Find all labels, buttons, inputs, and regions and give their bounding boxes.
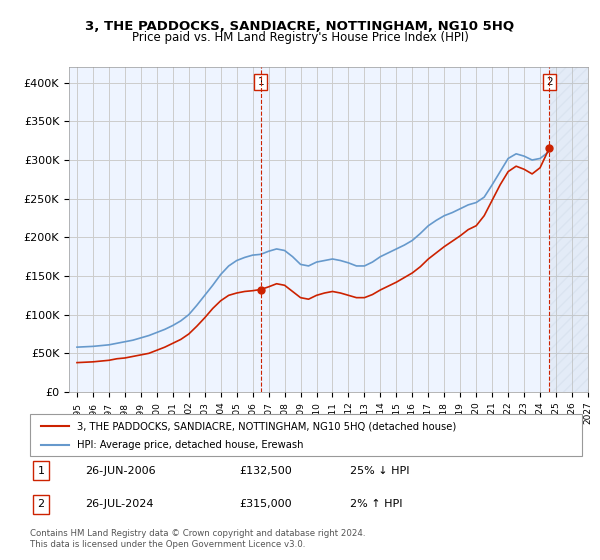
Text: £132,500: £132,500 (240, 466, 293, 476)
Text: 3, THE PADDOCKS, SANDIACRE, NOTTINGHAM, NG10 5HQ: 3, THE PADDOCKS, SANDIACRE, NOTTINGHAM, … (85, 20, 515, 32)
Text: 1: 1 (257, 77, 264, 87)
Text: 2% ↑ HPI: 2% ↑ HPI (350, 500, 403, 509)
Text: 25% ↓ HPI: 25% ↓ HPI (350, 466, 410, 476)
Text: Price paid vs. HM Land Registry's House Price Index (HPI): Price paid vs. HM Land Registry's House … (131, 31, 469, 44)
Text: 2: 2 (546, 77, 553, 87)
Text: HPI: Average price, detached house, Erewash: HPI: Average price, detached house, Erew… (77, 440, 304, 450)
Text: £315,000: £315,000 (240, 500, 292, 509)
Text: Contains HM Land Registry data © Crown copyright and database right 2024.
This d: Contains HM Land Registry data © Crown c… (30, 529, 365, 549)
Bar (549, 67, 588, 392)
FancyBboxPatch shape (30, 414, 582, 456)
Text: 26-JUN-2006: 26-JUN-2006 (85, 466, 156, 476)
Text: 3, THE PADDOCKS, SANDIACRE, NOTTINGHAM, NG10 5HQ (detached house): 3, THE PADDOCKS, SANDIACRE, NOTTINGHAM, … (77, 421, 456, 431)
Text: 1: 1 (38, 466, 44, 476)
Text: 2: 2 (37, 500, 44, 509)
Text: 26-JUL-2024: 26-JUL-2024 (85, 500, 154, 509)
